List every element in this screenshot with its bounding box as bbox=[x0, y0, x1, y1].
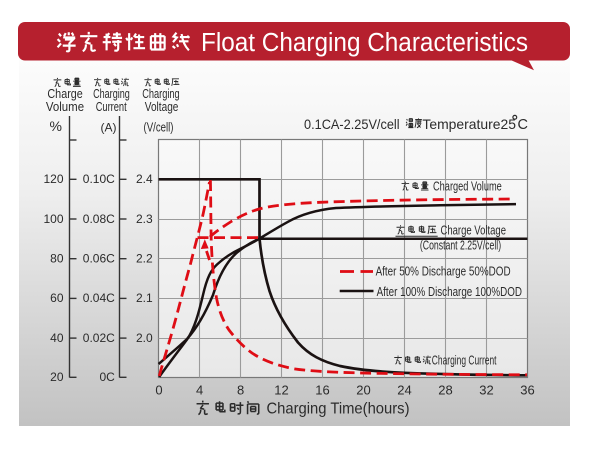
svg-text:60: 60 bbox=[50, 291, 64, 305]
svg-text:12: 12 bbox=[274, 383, 288, 398]
svg-text:20: 20 bbox=[50, 370, 64, 384]
svg-text:36: 36 bbox=[520, 383, 534, 398]
svg-text:Charging Time(hours): Charging Time(hours) bbox=[267, 401, 410, 418]
svg-text:(Constant 2.25V/cell): (Constant 2.25V/cell) bbox=[420, 238, 501, 252]
svg-text:0: 0 bbox=[155, 383, 162, 398]
svg-text:0.08C: 0.08C bbox=[83, 212, 115, 226]
svg-text:0.06C: 0.06C bbox=[83, 252, 115, 266]
svg-text:Volume: Volume bbox=[46, 99, 84, 114]
svg-text:20: 20 bbox=[356, 383, 370, 398]
svg-text:4: 4 bbox=[196, 383, 203, 398]
svg-text:After 50% Discharge 50%DOD: After 50% Discharge 50%DOD bbox=[376, 264, 511, 279]
svg-text:Temperature25: Temperature25 bbox=[422, 116, 516, 132]
svg-text:0.02C: 0.02C bbox=[83, 331, 115, 345]
svg-text:24: 24 bbox=[397, 383, 411, 398]
svg-text:2.1: 2.1 bbox=[136, 291, 153, 305]
svg-text:C: C bbox=[518, 117, 528, 133]
svg-text:16: 16 bbox=[315, 383, 329, 398]
svg-text:After 100% Discharge 100%DOD: After 100% Discharge 100%DOD bbox=[377, 284, 522, 299]
svg-text:%: % bbox=[50, 118, 62, 134]
svg-text:100: 100 bbox=[43, 212, 63, 226]
svg-text:2.0: 2.0 bbox=[136, 331, 153, 345]
svg-text:(A): (A) bbox=[101, 121, 117, 135]
svg-text:Current: Current bbox=[96, 99, 127, 114]
svg-text:(V/cell): (V/cell) bbox=[144, 120, 174, 135]
svg-text:Charging: Charging bbox=[93, 86, 130, 101]
svg-text:Charged Volume: Charged Volume bbox=[433, 179, 502, 194]
svg-text:Charging Current: Charging Current bbox=[432, 353, 497, 368]
svg-text:Charge Voltage: Charge Voltage bbox=[441, 222, 507, 237]
svg-text:32: 32 bbox=[479, 383, 493, 398]
svg-text:120: 120 bbox=[43, 172, 63, 186]
svg-text:0C: 0C bbox=[99, 370, 115, 384]
svg-text:2.3: 2.3 bbox=[136, 212, 153, 226]
svg-text:Charging: Charging bbox=[142, 86, 180, 101]
svg-text:0.10C: 0.10C bbox=[83, 172, 115, 186]
svg-text:Charge: Charge bbox=[47, 86, 82, 101]
svg-text:Voltage: Voltage bbox=[145, 99, 179, 114]
svg-text:80: 80 bbox=[50, 252, 64, 266]
svg-text:0.1CA-2.25V/cell: 0.1CA-2.25V/cell bbox=[304, 117, 400, 132]
svg-text:28: 28 bbox=[438, 383, 452, 398]
svg-text:2.4: 2.4 bbox=[136, 172, 153, 186]
svg-text:2.2: 2.2 bbox=[136, 252, 153, 266]
svg-text:0.04C: 0.04C bbox=[83, 291, 115, 305]
svg-text:40: 40 bbox=[50, 331, 64, 345]
svg-text:8: 8 bbox=[237, 383, 244, 398]
svg-text:Float Charging Characteristics: Float Charging Characteristics bbox=[201, 29, 528, 57]
